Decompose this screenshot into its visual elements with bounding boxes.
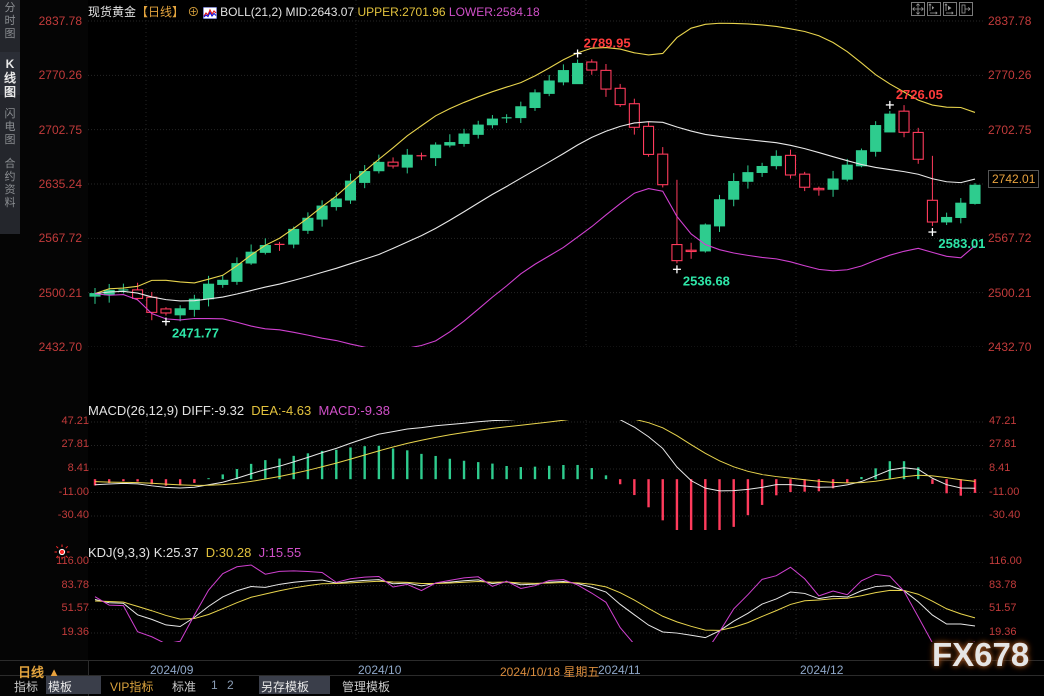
svg-text:2583.01: 2583.01	[938, 236, 985, 251]
svg-text:2471.77: 2471.77	[172, 326, 219, 341]
svg-text:2789.95: 2789.95	[584, 35, 631, 50]
svg-text:2536.68: 2536.68	[683, 273, 730, 288]
svg-text:2726.05: 2726.05	[896, 87, 943, 102]
